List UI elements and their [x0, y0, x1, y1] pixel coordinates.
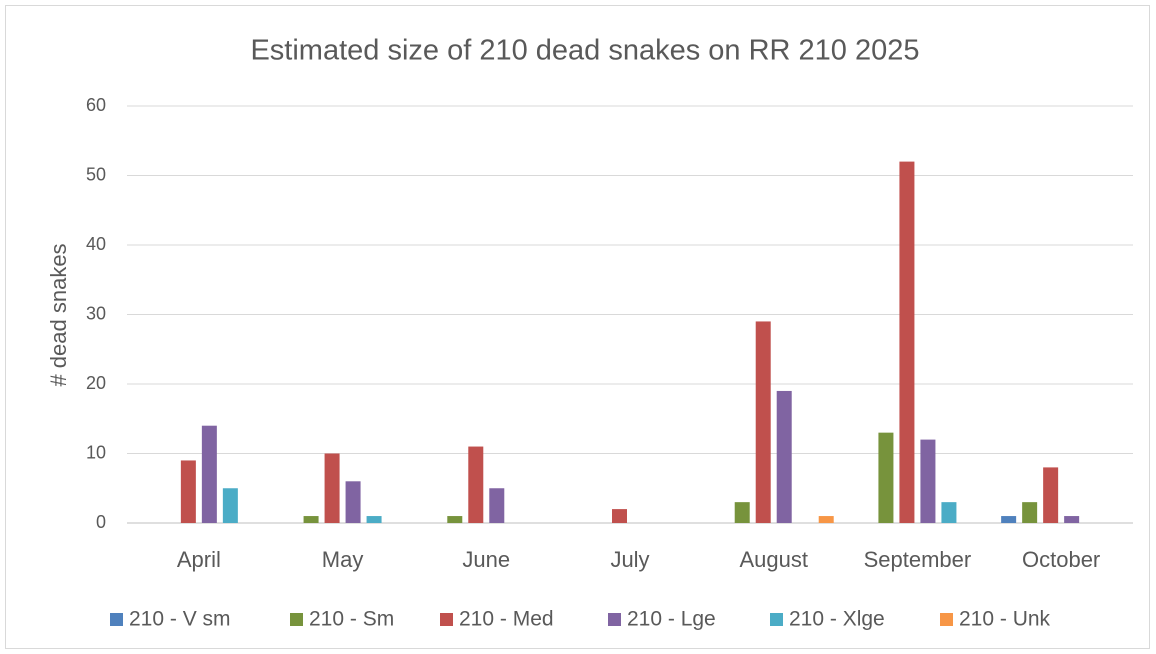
legend-swatch [290, 613, 303, 626]
legend-label: 210 - Xlge [789, 608, 885, 631]
legend-label: 210 - V sm [129, 608, 231, 631]
legend-label: 210 - Unk [959, 608, 1051, 631]
bar [1043, 467, 1059, 523]
chart-title: Estimated size of 210 dead snakes on RR … [250, 35, 919, 67]
bar [1022, 502, 1038, 523]
bar [303, 516, 319, 523]
bar [447, 516, 463, 523]
bar [1001, 516, 1017, 523]
x-tick-label: July [610, 547, 649, 572]
x-tick-label: May [322, 547, 364, 572]
y-axis-label: # dead snakes [46, 243, 71, 386]
bar [366, 516, 382, 523]
bar [878, 432, 894, 523]
y-tick-label: 40 [86, 234, 106, 254]
legend-swatch [440, 613, 453, 626]
legend-swatch [110, 613, 123, 626]
y-tick-label: 60 [86, 95, 106, 115]
bar [755, 321, 771, 523]
bar [489, 488, 505, 523]
bar [734, 502, 750, 523]
chart-border [5, 5, 1150, 649]
x-tick-label: June [462, 547, 510, 572]
y-tick-label: 0 [96, 512, 106, 532]
x-tick-label: October [1022, 547, 1100, 572]
legend-swatch [770, 613, 783, 626]
bar [345, 481, 361, 523]
bar [468, 446, 484, 523]
bar [776, 390, 792, 523]
legend-swatch [940, 613, 953, 626]
x-tick-label: August [739, 547, 808, 572]
bar [1064, 516, 1080, 523]
y-tick-label: 10 [86, 442, 106, 462]
bar [818, 516, 834, 523]
bar [222, 488, 238, 523]
legend-label: 210 - Med [459, 608, 554, 631]
y-tick-label: 20 [86, 373, 106, 393]
legend-swatch [608, 613, 621, 626]
x-tick-label: April [177, 547, 221, 572]
bar [180, 460, 196, 523]
y-tick-label: 50 [86, 164, 106, 184]
x-tick-label: September [864, 547, 972, 572]
bar [941, 502, 957, 523]
legend-label: 210 - Lge [627, 608, 716, 631]
legend-label: 210 - Sm [309, 608, 394, 631]
bar [920, 439, 936, 523]
bar [899, 161, 915, 523]
bar [324, 453, 340, 523]
bar [612, 509, 627, 523]
bar [201, 425, 217, 523]
y-tick-label: 30 [86, 303, 106, 323]
